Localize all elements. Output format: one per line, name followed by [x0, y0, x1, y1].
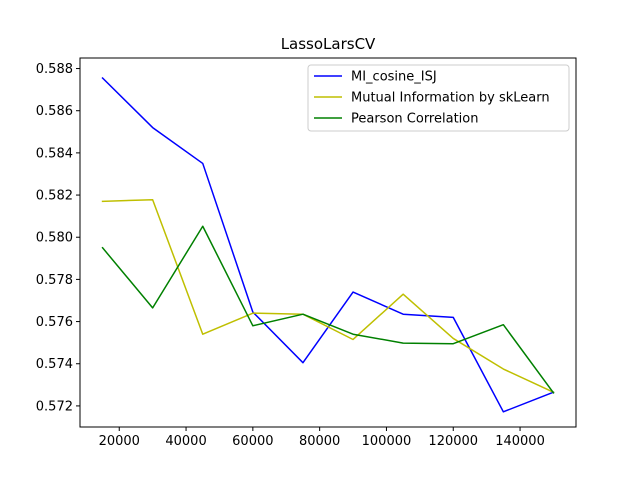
- x-tick-label: 60000: [232, 434, 273, 449]
- x-tick-label: 120000: [428, 434, 478, 449]
- series-line-3: [101, 225, 555, 394]
- y-tick-label: 0.572: [36, 399, 73, 414]
- legend-label: Pearson Correlation: [351, 112, 478, 127]
- x-axis: 20000 40000 60000 80000 100000 120000 140000: [99, 427, 545, 449]
- plot-lines: [101, 76, 555, 413]
- y-tick-label: 0.582: [36, 189, 73, 204]
- y-tick-label: 0.580: [36, 231, 73, 246]
- y-tick-label: 0.574: [36, 357, 73, 372]
- y-tick-label: 0.584: [36, 146, 73, 161]
- y-tick-label: 0.588: [36, 62, 73, 77]
- x-tick-label: 80000: [299, 434, 340, 449]
- y-axis: 0.572 0.574 0.576 0.578 0.580 0.582 0.584 0.586…: [36, 62, 80, 414]
- x-tick-label: 20000: [99, 434, 140, 449]
- x-tick-label: 100000: [362, 434, 412, 449]
- plot-frame: [79, 57, 577, 428]
- x-tick-label: 40000: [165, 434, 206, 449]
- chart-title: LassoLarsCV: [281, 35, 376, 53]
- legend-box: [307, 64, 570, 132]
- legend-label: MI_cosine_ISJ: [351, 70, 437, 85]
- x-tick-label: 140000: [495, 434, 545, 449]
- y-tick-label: 0.578: [36, 273, 73, 288]
- legend: MI_cosine_ISJ Mutual Information by skLea…: [307, 64, 570, 132]
- y-tick-label: 0.576: [36, 315, 73, 330]
- legend-label: Mutual Information by skLearn: [351, 91, 550, 106]
- y-tick-label: 0.586: [36, 104, 73, 119]
